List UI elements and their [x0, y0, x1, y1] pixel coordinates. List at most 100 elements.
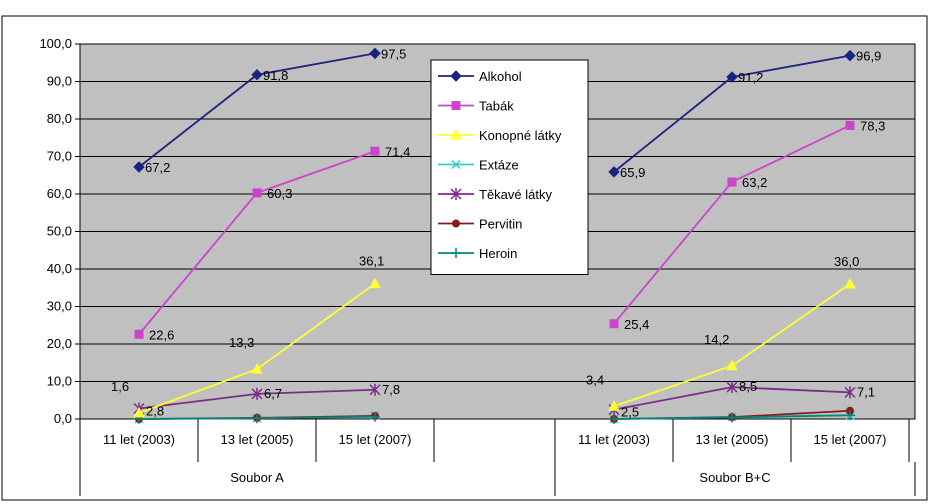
y-tick-label: 100,0: [39, 36, 72, 51]
data-label: 1,6: [111, 379, 129, 394]
data-point: [845, 120, 855, 130]
data-point: [726, 381, 738, 394]
y-axis: 0,0 10,0 20,0 30,0 40,0 50,0 60,0 70,0 80,0 90,0 1…: [39, 36, 80, 426]
series-layer: [133, 47, 856, 424]
data-label: 91,8: [263, 68, 288, 83]
data-label: 63,2: [742, 175, 767, 190]
data-label: 6,7: [264, 386, 282, 401]
data-point: [252, 188, 262, 198]
x-category-label: 11 let (2003): [103, 432, 175, 447]
data-label: 13,3: [229, 335, 254, 350]
data-point: [133, 161, 145, 173]
data-point: [451, 101, 461, 110]
y-tick-label: 60,0: [47, 186, 72, 201]
legend-label: Těkavé látky: [479, 187, 552, 202]
y-tick-label: 80,0: [47, 111, 72, 126]
data-label: 2,5: [621, 405, 639, 420]
y-tick-label: 50,0: [47, 224, 72, 239]
data-point: [251, 363, 263, 374]
x-group-label: Soubor A: [230, 470, 284, 485]
data-label: 65,9: [620, 165, 645, 180]
data-point: [844, 386, 856, 399]
data-point: [845, 410, 855, 421]
legend-item: Pervitin: [438, 217, 522, 232]
y-tick-label: 90,0: [47, 74, 72, 89]
data-point: [844, 277, 856, 289]
data-label: 67,2: [145, 160, 170, 175]
data-label: 25,4: [624, 317, 649, 332]
data-label: 14,2: [704, 332, 729, 347]
x-category-label: 15 let (2007): [814, 432, 887, 447]
legend-label: Tabák: [479, 99, 514, 114]
x-category-label: 13 let (2005): [221, 432, 294, 447]
data-point: [608, 166, 620, 178]
data-label: 2,8: [146, 404, 164, 419]
data-point: [451, 159, 461, 170]
gridlines: [80, 81, 915, 382]
x-category-label: 13 let (2005): [696, 432, 769, 447]
data-label: 36,0: [834, 254, 859, 269]
legend-item: Tabák: [438, 99, 514, 114]
data-point: [609, 414, 619, 424]
legend-item: Extáze: [438, 158, 519, 173]
legend-label: Pervitin: [479, 217, 522, 232]
legend-item: Těkavé látky: [438, 187, 552, 202]
x-category-label: 15 let (2007): [339, 432, 412, 447]
data-point: [370, 146, 380, 156]
legend-item: Konopné látky: [438, 128, 562, 143]
x-axis: 11 let (2003) 13 let (2005) 15 let (2007) S…: [79, 419, 916, 496]
legend-item: Alkohol: [438, 69, 522, 84]
y-tick-label: 70,0: [47, 149, 72, 164]
legend-item: Heroin: [438, 246, 517, 261]
legend-label: Konopné látky: [479, 128, 562, 143]
data-point: [727, 177, 737, 187]
legend-label: Extáze: [479, 158, 519, 173]
legend-label: Alkohol: [479, 69, 522, 84]
data-label: 71,4: [385, 144, 410, 159]
data-point: [450, 188, 462, 200]
data-point: [844, 49, 856, 62]
y-tick-label: 0,0: [54, 411, 72, 426]
data-point: [370, 411, 380, 422]
data-point-stroke: [451, 159, 461, 170]
data-label: 78,3: [860, 118, 885, 133]
data-point: [369, 47, 381, 60]
data-point: [251, 387, 263, 400]
data-point: [369, 277, 381, 289]
x-category-label: 11 let (2003): [578, 432, 650, 447]
data-labels: 67,2 91,8 97,5 65,9 91,2 96,9 22,6 60,3 71,4 25,4…: [111, 46, 885, 419]
data-point: [369, 383, 381, 396]
data-point: [727, 412, 737, 423]
x-group-label: Soubor B+C: [699, 470, 770, 485]
data-point: [451, 248, 461, 258]
y-tick-label: 20,0: [47, 336, 72, 351]
data-label: 36,1: [359, 254, 384, 269]
y-tick-label: 40,0: [47, 261, 72, 276]
data-label: 97,5: [381, 46, 406, 61]
legend-label: Heroin: [479, 246, 517, 261]
data-point: [452, 219, 460, 228]
data-point: [252, 413, 262, 424]
data-point: [608, 400, 620, 411]
data-label: 91,2: [738, 70, 763, 85]
y-tick-label: 30,0: [47, 299, 72, 314]
data-label: 3,4: [586, 372, 604, 387]
data-label: 22,6: [149, 327, 174, 342]
data-point: [609, 319, 619, 329]
data-point: [251, 69, 263, 81]
data-point: [450, 70, 462, 82]
data-label: 60,3: [267, 186, 292, 201]
data-label: 96,9: [856, 49, 881, 64]
legend: Alkohol Tabák Konopné látky Extáze Těkavé lá…: [430, 59, 589, 275]
data-label: 7,1: [857, 384, 875, 399]
data-point: [726, 71, 738, 83]
y-tick-label: 10,0: [47, 374, 72, 389]
data-label: 8,5: [739, 379, 757, 394]
data-point: [133, 406, 145, 418]
data-point: [726, 359, 738, 371]
data-point: [134, 329, 144, 339]
data-point: [450, 128, 462, 140]
legend-box: [430, 59, 589, 275]
data-label: 7,8: [382, 382, 400, 397]
